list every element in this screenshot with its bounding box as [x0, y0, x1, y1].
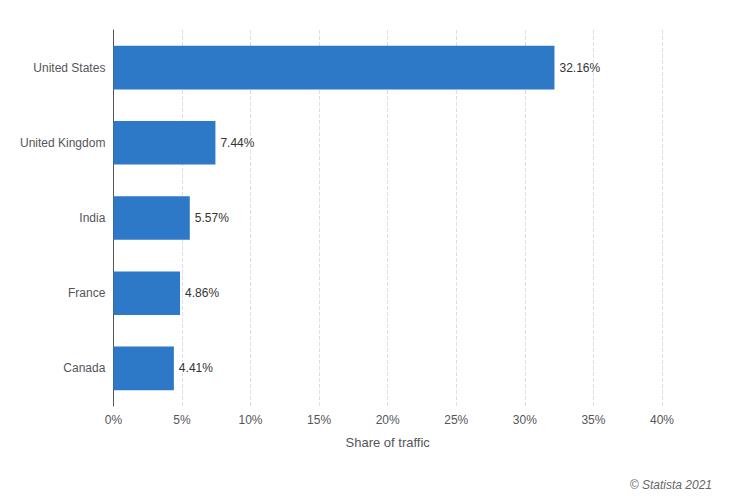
svg-text:5.57%: 5.57%	[195, 211, 229, 225]
svg-text:4.41%: 4.41%	[179, 361, 213, 375]
svg-text:United Kingdom: United Kingdom	[20, 136, 105, 150]
svg-text:30%: 30%	[513, 413, 537, 427]
svg-text:20%: 20%	[376, 413, 400, 427]
svg-text:32.16%: 32.16%	[559, 61, 600, 75]
svg-text:25%: 25%	[444, 413, 468, 427]
svg-text:35%: 35%	[581, 413, 605, 427]
svg-text:15%: 15%	[307, 413, 331, 427]
svg-text:Canada: Canada	[63, 361, 105, 375]
svg-text:5%: 5%	[173, 413, 191, 427]
svg-text:0%: 0%	[105, 413, 123, 427]
svg-text:India: India	[79, 211, 105, 225]
svg-text:40%: 40%	[650, 413, 674, 427]
svg-text:© Statista 2021: © Statista 2021	[630, 478, 712, 492]
svg-text:10%: 10%	[239, 413, 263, 427]
svg-text:4.86%: 4.86%	[185, 286, 219, 300]
svg-text:7.44%: 7.44%	[220, 136, 254, 150]
svg-text:France: France	[68, 286, 106, 300]
svg-text:Share of traffic: Share of traffic	[346, 435, 431, 450]
svg-text:United States: United States	[33, 61, 105, 75]
